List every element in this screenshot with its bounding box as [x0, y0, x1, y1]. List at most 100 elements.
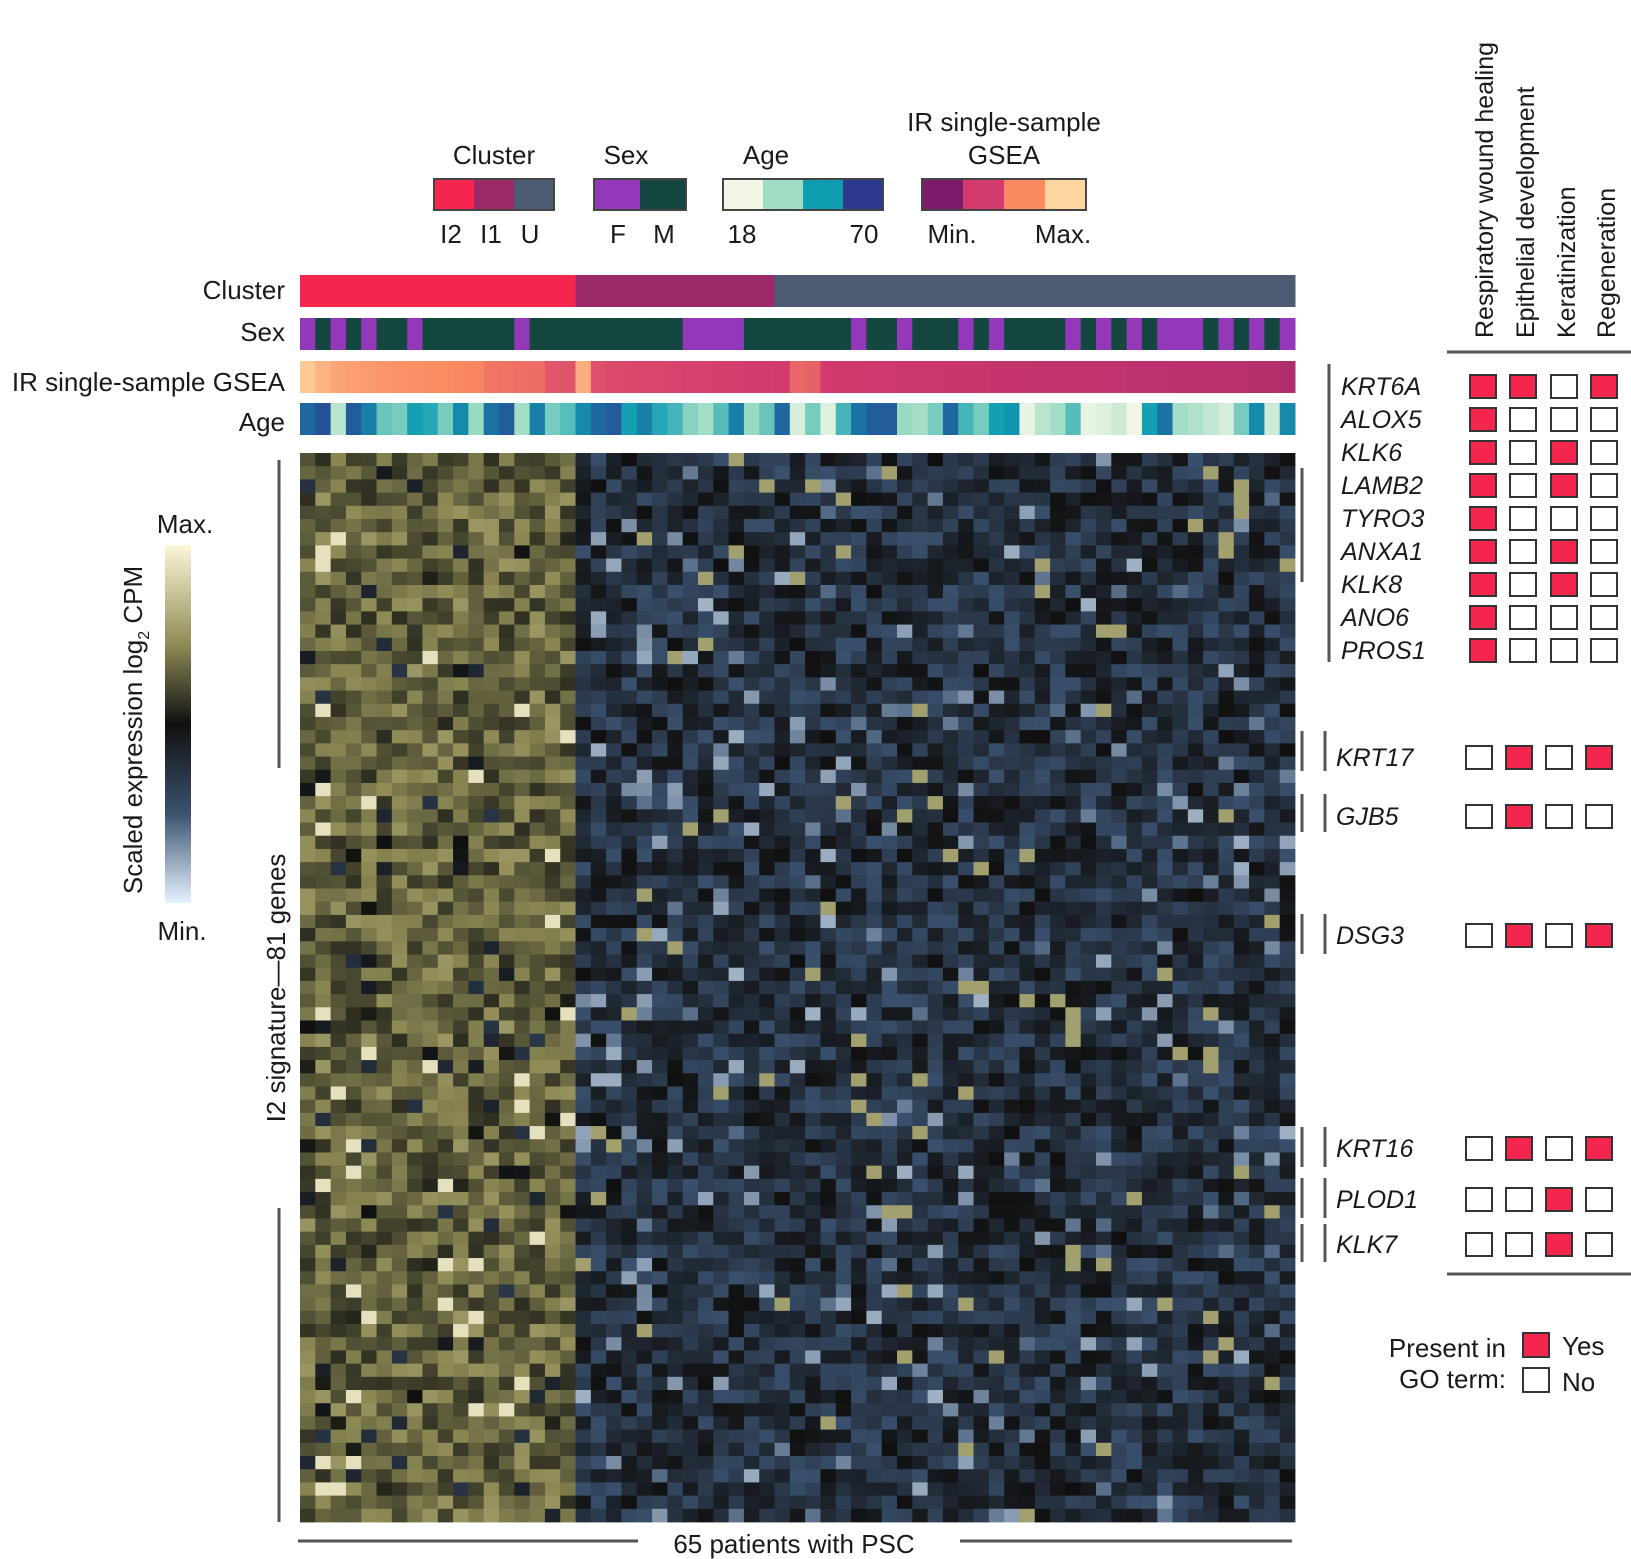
heatmap-cell	[1050, 901, 1066, 916]
heatmap-cell	[636, 1231, 653, 1246]
heatmap-cell	[774, 532, 791, 546]
heatmap-cell	[1141, 980, 1158, 995]
heatmap-cell	[1172, 796, 1189, 810]
heatmap-cell	[897, 1046, 913, 1061]
expression-heatmap	[300, 453, 1296, 1523]
heatmap-cell	[759, 1060, 775, 1074]
heatmap-cell	[927, 650, 944, 665]
legend-sex-frame	[593, 178, 687, 211]
heatmap-cell	[682, 453, 699, 467]
heatmap-cell	[988, 677, 1005, 691]
heatmap-cell	[1157, 809, 1173, 823]
heatmap-cell	[544, 1271, 561, 1285]
heatmap-cell	[1004, 743, 1020, 757]
heatmap-cell	[1203, 1244, 1219, 1259]
heatmap-cell	[881, 479, 898, 493]
heatmap-cell	[300, 650, 316, 665]
heatmap-cell	[1279, 1020, 1296, 1035]
heatmap-cell	[774, 1060, 791, 1074]
heatmap-cell	[942, 1363, 959, 1378]
heatmap-cell	[391, 1284, 408, 1299]
heatmap-cell	[361, 848, 377, 863]
heatmap-cell	[851, 796, 867, 810]
heatmap-cell	[1004, 980, 1020, 995]
heatmap-cell	[315, 664, 332, 678]
heatmap-cell	[1004, 558, 1020, 573]
heatmap-cell	[590, 782, 607, 797]
heatmap-cell	[1218, 1310, 1235, 1325]
heatmap-cell	[437, 1046, 454, 1061]
heatmap-cell	[300, 954, 316, 969]
heatmap-cell	[422, 743, 439, 757]
heatmap-cell	[636, 822, 653, 837]
heatmap-cell	[743, 1390, 760, 1404]
heatmap-cell	[1141, 1310, 1158, 1325]
heatmap-cell	[544, 1324, 561, 1338]
sex-cell	[927, 318, 944, 350]
heatmap-cell	[1065, 756, 1082, 771]
cluster-segment-i1	[575, 275, 776, 307]
heatmap-cell	[391, 743, 408, 757]
heatmap-cell	[851, 994, 867, 1008]
heatmap-cell	[483, 664, 500, 678]
heatmap-cell	[453, 901, 469, 916]
heatmap-cell	[1279, 809, 1296, 823]
heatmap-cell	[361, 453, 377, 467]
heatmap-cell	[820, 716, 837, 731]
heatmap-cell	[636, 611, 653, 625]
heatmap-cell	[361, 637, 377, 652]
heatmap-cell	[1080, 492, 1097, 507]
heatmap-cell	[698, 1284, 714, 1299]
heatmap-cell	[499, 941, 515, 955]
heatmap-cell	[376, 505, 393, 520]
heatmap-cell	[453, 980, 469, 995]
heatmap-cell	[728, 1126, 745, 1140]
heatmap-cell	[391, 1112, 408, 1127]
heatmap-cell	[805, 1192, 821, 1206]
heatmap-cell	[774, 822, 791, 837]
heatmap-cell	[529, 1020, 546, 1035]
heatmap-cell	[453, 1231, 469, 1246]
heatmap-cell	[835, 518, 852, 533]
heatmap-cell	[544, 624, 561, 639]
age-cell	[743, 403, 760, 435]
heatmap-cell	[1233, 743, 1250, 757]
heatmap-cell	[851, 1020, 867, 1035]
heatmap-cell	[391, 1139, 408, 1153]
heatmap-cell	[912, 875, 929, 889]
heatmap-cell	[805, 1376, 821, 1391]
heatmap-cell	[1172, 994, 1189, 1008]
heatmap-cell	[529, 598, 546, 612]
heatmap-cell	[1279, 980, 1296, 995]
heatmap-cell	[973, 769, 990, 784]
heatmap-cell	[1233, 1152, 1250, 1167]
heatmap-cell	[560, 1390, 576, 1404]
heatmap-cell	[988, 1178, 1005, 1193]
heatmap-cell	[483, 928, 500, 942]
heatmap-cell	[866, 677, 883, 691]
sex-cell	[361, 318, 378, 350]
heatmap-cell	[1034, 1126, 1051, 1140]
heatmap-cell	[973, 954, 990, 969]
heatmap-cell	[897, 518, 913, 533]
age-cell	[682, 403, 699, 435]
heatmap-cell	[1264, 1350, 1281, 1365]
heatmap-cell	[805, 492, 821, 507]
heatmap-cell	[315, 453, 332, 467]
heatmap-cell	[713, 611, 730, 625]
heatmap-cell	[1172, 466, 1189, 480]
heatmap-cell	[636, 1073, 653, 1087]
heatmap-cell	[1004, 703, 1020, 718]
heatmap-cell	[1233, 1060, 1250, 1074]
heatmap-cell	[560, 1297, 576, 1312]
heatmap-cell	[1157, 1178, 1173, 1193]
heatmap-cell	[514, 901, 531, 916]
heatmap-cell	[820, 650, 837, 665]
heatmap-cell	[1080, 664, 1097, 678]
heatmap-cell	[468, 782, 485, 797]
heatmap-cell	[345, 782, 362, 797]
heatmap-cell	[376, 809, 393, 823]
heatmap-cell	[1218, 1086, 1235, 1101]
heatmap-cell	[483, 994, 500, 1008]
heatmap-cell	[422, 1310, 439, 1325]
